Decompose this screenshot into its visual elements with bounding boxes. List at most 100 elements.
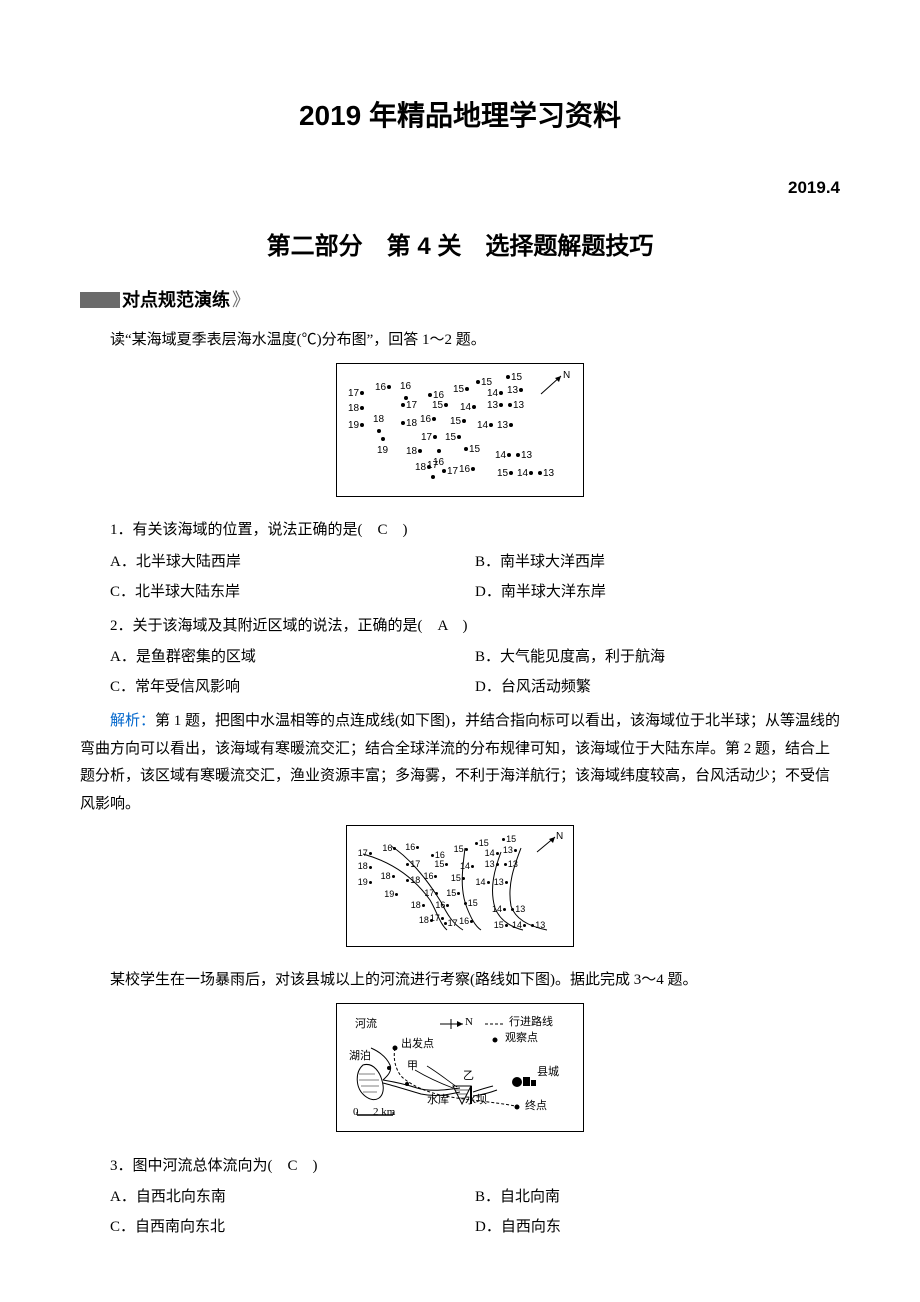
q3-choice-c: C．自西南向东北 (110, 1214, 475, 1242)
temperature-point: 13 (503, 845, 518, 855)
label-dam: 水坝 (465, 1094, 487, 1107)
label-reservoir: 水库 (427, 1094, 449, 1107)
temperature-point: 14 (460, 402, 477, 414)
q1-choice-d: D．南半球大洋东岸 (475, 579, 840, 607)
temperature-point: 17 (424, 888, 439, 898)
q3-choice-a: A．自西北向东南 (110, 1184, 475, 1212)
q2-choices-row1: A．是鱼群密集的区域 B．大气能见度高，利于航海 (80, 644, 840, 672)
temperature-point: 14 (487, 388, 504, 400)
temperature-point: 14 (492, 904, 507, 914)
temperature-point: 18 (348, 403, 365, 415)
temperature-point: 15 (454, 844, 469, 854)
q3-choices-row1: A．自西北向东南 B．自北向南 (80, 1184, 840, 1212)
temperature-point: 16 (459, 464, 476, 476)
temperature-point: 13 (515, 450, 532, 462)
q2-choice-a: A．是鱼群密集的区域 (110, 644, 475, 672)
temperature-point: 18 (381, 871, 396, 881)
temperature-point: 15 (434, 859, 449, 869)
temperature-point: 17 (427, 460, 438, 483)
q2-stem: 2．关于该海域及其附近区域的说法，正确的是( A ) (80, 613, 840, 641)
north-label: N (465, 1016, 473, 1029)
temperature-point: 13 (485, 859, 500, 869)
temperature-point: 16 (375, 382, 392, 394)
temperature-point: 15 (497, 468, 514, 480)
temperature-point: 14 (512, 920, 527, 930)
sea-map-box: N 17161616151514151318171514131319181816… (336, 363, 584, 497)
temperature-point: 16 (420, 414, 437, 426)
q3-choice-b: B．自北向南 (475, 1184, 840, 1212)
temperature-point: 16 (459, 916, 474, 926)
label-start: 出发点 (401, 1038, 434, 1051)
temperature-point: 13 (510, 904, 525, 914)
q1-stem: 1．有关该海域的位置，说法正确的是( C ) (80, 517, 840, 545)
temperature-point: 15 (432, 400, 449, 412)
label-scale0: 0 (353, 1106, 359, 1119)
temperature-point: 14 (485, 848, 500, 858)
q1-choice-c: C．北半球大陆东岸 (110, 579, 475, 607)
temperature-point: 13 (507, 385, 524, 397)
temperature-point: 13 (537, 468, 554, 480)
question-1: 1．有关该海域的位置，说法正确的是( C ) A．北半球大陆西岸 B．南半球大洋… (80, 517, 840, 606)
temperature-point: 15 (474, 838, 489, 848)
temperature-point: 18 (400, 418, 417, 430)
temperature-point: 17 (421, 432, 438, 444)
banner-bar (80, 292, 120, 308)
question-3: 3．图中河流总体流向为( C ) A．自西北向东南 B．自北向南 C．自西南向东… (80, 1153, 840, 1242)
temperature-point: 17 (400, 400, 417, 412)
temperature-point: 15 (450, 416, 467, 428)
temperature-point: 15 (446, 888, 461, 898)
q3-stem: 3．图中河流总体流向为( C ) (80, 1153, 840, 1181)
date-line: 2019.4 (80, 172, 840, 203)
temperature-point: 14 (476, 877, 491, 887)
temperature-point: 16 (382, 843, 397, 853)
temperature-point: 15 (494, 920, 509, 930)
label-yi: 乙 (463, 1070, 474, 1083)
temperature-point: 17 (358, 848, 373, 858)
temperature-point: 19 (348, 420, 365, 432)
q2-choice-d: D．台风活动频繁 (475, 674, 840, 702)
main-title: 2019 年精品地理学习资料 (80, 90, 840, 142)
temperature-point: 13 (530, 920, 545, 930)
question-2: 2．关于该海域及其附近区域的说法，正确的是( A ) A．是鱼群密集的区域 B．… (80, 613, 840, 702)
q2-choice-c: C．常年受信风影响 (110, 674, 475, 702)
temperature-point: 16 (405, 842, 420, 852)
banner-text: 对点规范演练 (120, 284, 230, 317)
temperature-point: 18 (406, 446, 423, 458)
label-county: 县城 (537, 1066, 559, 1079)
temperature-point: 18 (405, 875, 420, 885)
temperature-point: 15 (445, 432, 462, 444)
explain-text: 第 1 题，把图中水温相等的点连成线(如下图)，并结合指向标可以看出，该海域位于… (80, 713, 840, 812)
temperature-point: 17 (441, 466, 458, 478)
explain-label: 解析： (110, 713, 155, 729)
sea-temperature-map: N 17161616151514151318171514131319181816… (345, 370, 575, 490)
sea-map-contour-box: N 17161616151514151318171514131319181816… (346, 825, 574, 947)
instruction-2: 某校学生在一场暴雨后，对该县城以上的河流进行考察(路线如下图)。据此完成 3～4… (80, 967, 840, 995)
temperature-point: 18 (358, 861, 373, 871)
label-lake: 湖泊 (349, 1050, 371, 1063)
temperature-point: 17 (443, 918, 458, 928)
q2-choices-row2: C．常年受信风影响 D．台风活动频繁 (80, 674, 840, 702)
river-map: N 行进路线 观察点 河流 出发点 湖泊 甲 乙 水库 水坝 县城 终点 0 2… (345, 1010, 575, 1125)
temperature-point: 13 (487, 400, 504, 412)
river-map-box: N 行进路线 观察点 河流 出发点 湖泊 甲 乙 水库 水坝 县城 终点 0 2… (336, 1003, 584, 1132)
practice-banner: 对点规范演练 》 (80, 284, 250, 317)
temperature-point: 15 (475, 377, 492, 389)
legend-obs: 观察点 (505, 1032, 538, 1045)
north-label: N (556, 831, 563, 843)
instruction-1: 读“某海域夏季表层海水温度(℃)分布图”，回答 1～2 题。 (80, 327, 840, 355)
q1-choice-b: B．南半球大洋西岸 (475, 549, 840, 577)
figure-sea-temp: N 17161616151514151318171514131319181816… (80, 363, 840, 508)
figure-sea-temp-contour: N 17161616151514151318171514131319181816… (80, 825, 840, 958)
temperature-point: 15 (463, 444, 480, 456)
temperature-point: 13 (507, 400, 524, 412)
temperature-point: 15 (453, 384, 470, 396)
legend-route: 行进路线 (509, 1016, 553, 1029)
q1-choice-a: A．北半球大陆西岸 (110, 549, 475, 577)
temperature-point: 18 (411, 900, 426, 910)
temperature-point: 19 (377, 434, 388, 457)
temperature-point: 13 (494, 877, 509, 887)
q3-choice-d: D．自西向东 (475, 1214, 840, 1242)
explanation-1: 解析：第 1 题，把图中水温相等的点连成线(如下图)，并结合指向标可以看出，该海… (80, 708, 840, 819)
label-river: 河流 (355, 1018, 377, 1031)
section-title: 第二部分 第 4 关 选择题解题技巧 (80, 225, 840, 269)
